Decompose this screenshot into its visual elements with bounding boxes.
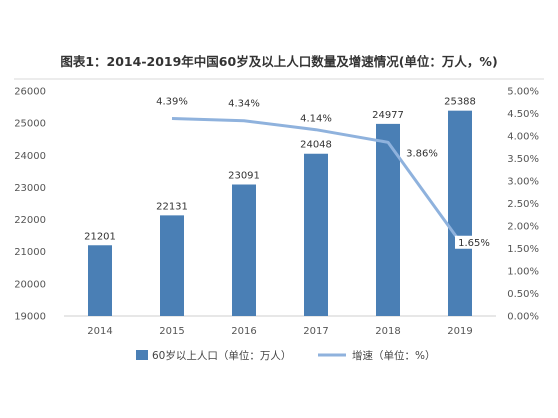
bar-data-label: 21201 — [84, 231, 116, 242]
line-data-label: 1.65% — [458, 238, 490, 249]
legend-bar-swatch — [136, 350, 148, 360]
legend-line-label: 增速（单位：%） — [352, 349, 435, 362]
right-axis: 0.00% 0.50% 1.00% 1.50% 2.00% 2.50% 3.00% 3.50%… — [507, 87, 539, 323]
right-axis-tick-label: 0.00% — [507, 312, 539, 323]
x-axis: 2014 2015 2016 2017 2018 2019 — [87, 326, 472, 337]
left-axis-tick-label: 25000 — [14, 119, 46, 130]
legend: 60岁以上人口（单位：万人） 增速（单位：%） — [136, 349, 435, 362]
bar-data-labels: 21201 22131 23091 24048 24977 25388 — [84, 97, 476, 243]
left-axis: 19000 20000 21000 22000 23000 24000 25000 26000 — [14, 87, 46, 323]
x-axis-tick-label: 2019 — [447, 326, 472, 337]
bar — [232, 185, 256, 316]
bar-data-label: 24977 — [372, 110, 404, 121]
right-axis-tick-label: 3.00% — [507, 177, 539, 188]
right-axis-tick-label: 4.50% — [507, 109, 539, 120]
line-data-label: 3.86% — [406, 148, 438, 159]
line-data-label: 4.14% — [300, 114, 332, 125]
left-axis-tick-label: 19000 — [14, 312, 46, 323]
bar-data-label: 24048 — [300, 140, 332, 151]
bar — [160, 215, 184, 316]
line-data-label: 4.39% — [156, 96, 188, 107]
left-axis-tick-label: 24000 — [14, 151, 46, 162]
right-axis-tick-label: 2.50% — [507, 199, 539, 210]
bar — [304, 154, 328, 316]
left-axis-tick-label: 22000 — [14, 215, 46, 226]
right-axis-tick-label: 4.00% — [507, 132, 539, 143]
legend-bar-label: 60岁以上人口（单位：万人） — [152, 349, 291, 362]
x-axis-tick-label: 2014 — [87, 326, 112, 337]
bar — [448, 111, 472, 316]
bar-data-label: 22131 — [156, 201, 188, 212]
bar-data-label: 25388 — [444, 97, 476, 108]
bar-series — [88, 111, 472, 316]
x-axis-tick-label: 2015 — [159, 326, 184, 337]
x-axis-tick-label: 2018 — [375, 326, 400, 337]
left-axis-tick-label: 21000 — [14, 247, 46, 258]
x-axis-tick-label: 2017 — [303, 326, 328, 337]
right-axis-tick-label: 0.50% — [507, 289, 539, 300]
left-axis-tick-label: 23000 — [14, 183, 46, 194]
left-axis-tick-label: 20000 — [14, 279, 46, 290]
right-axis-tick-label: 2.00% — [507, 222, 539, 233]
line-data-label: 4.34% — [228, 99, 260, 110]
chart-title: 图表1：2014-2019年中国60岁及以上人口数量及增速情况(单位：万人，%) — [60, 54, 497, 69]
right-axis-tick-label: 1.00% — [507, 267, 539, 278]
right-axis-tick-label: 5.00% — [507, 87, 539, 98]
x-axis-tick-label: 2016 — [231, 326, 256, 337]
right-axis-tick-label: 3.50% — [507, 154, 539, 165]
bar — [88, 245, 112, 316]
bar-data-label: 23091 — [228, 171, 260, 182]
left-axis-tick-label: 26000 — [14, 87, 46, 98]
right-axis-tick-label: 1.50% — [507, 244, 539, 255]
